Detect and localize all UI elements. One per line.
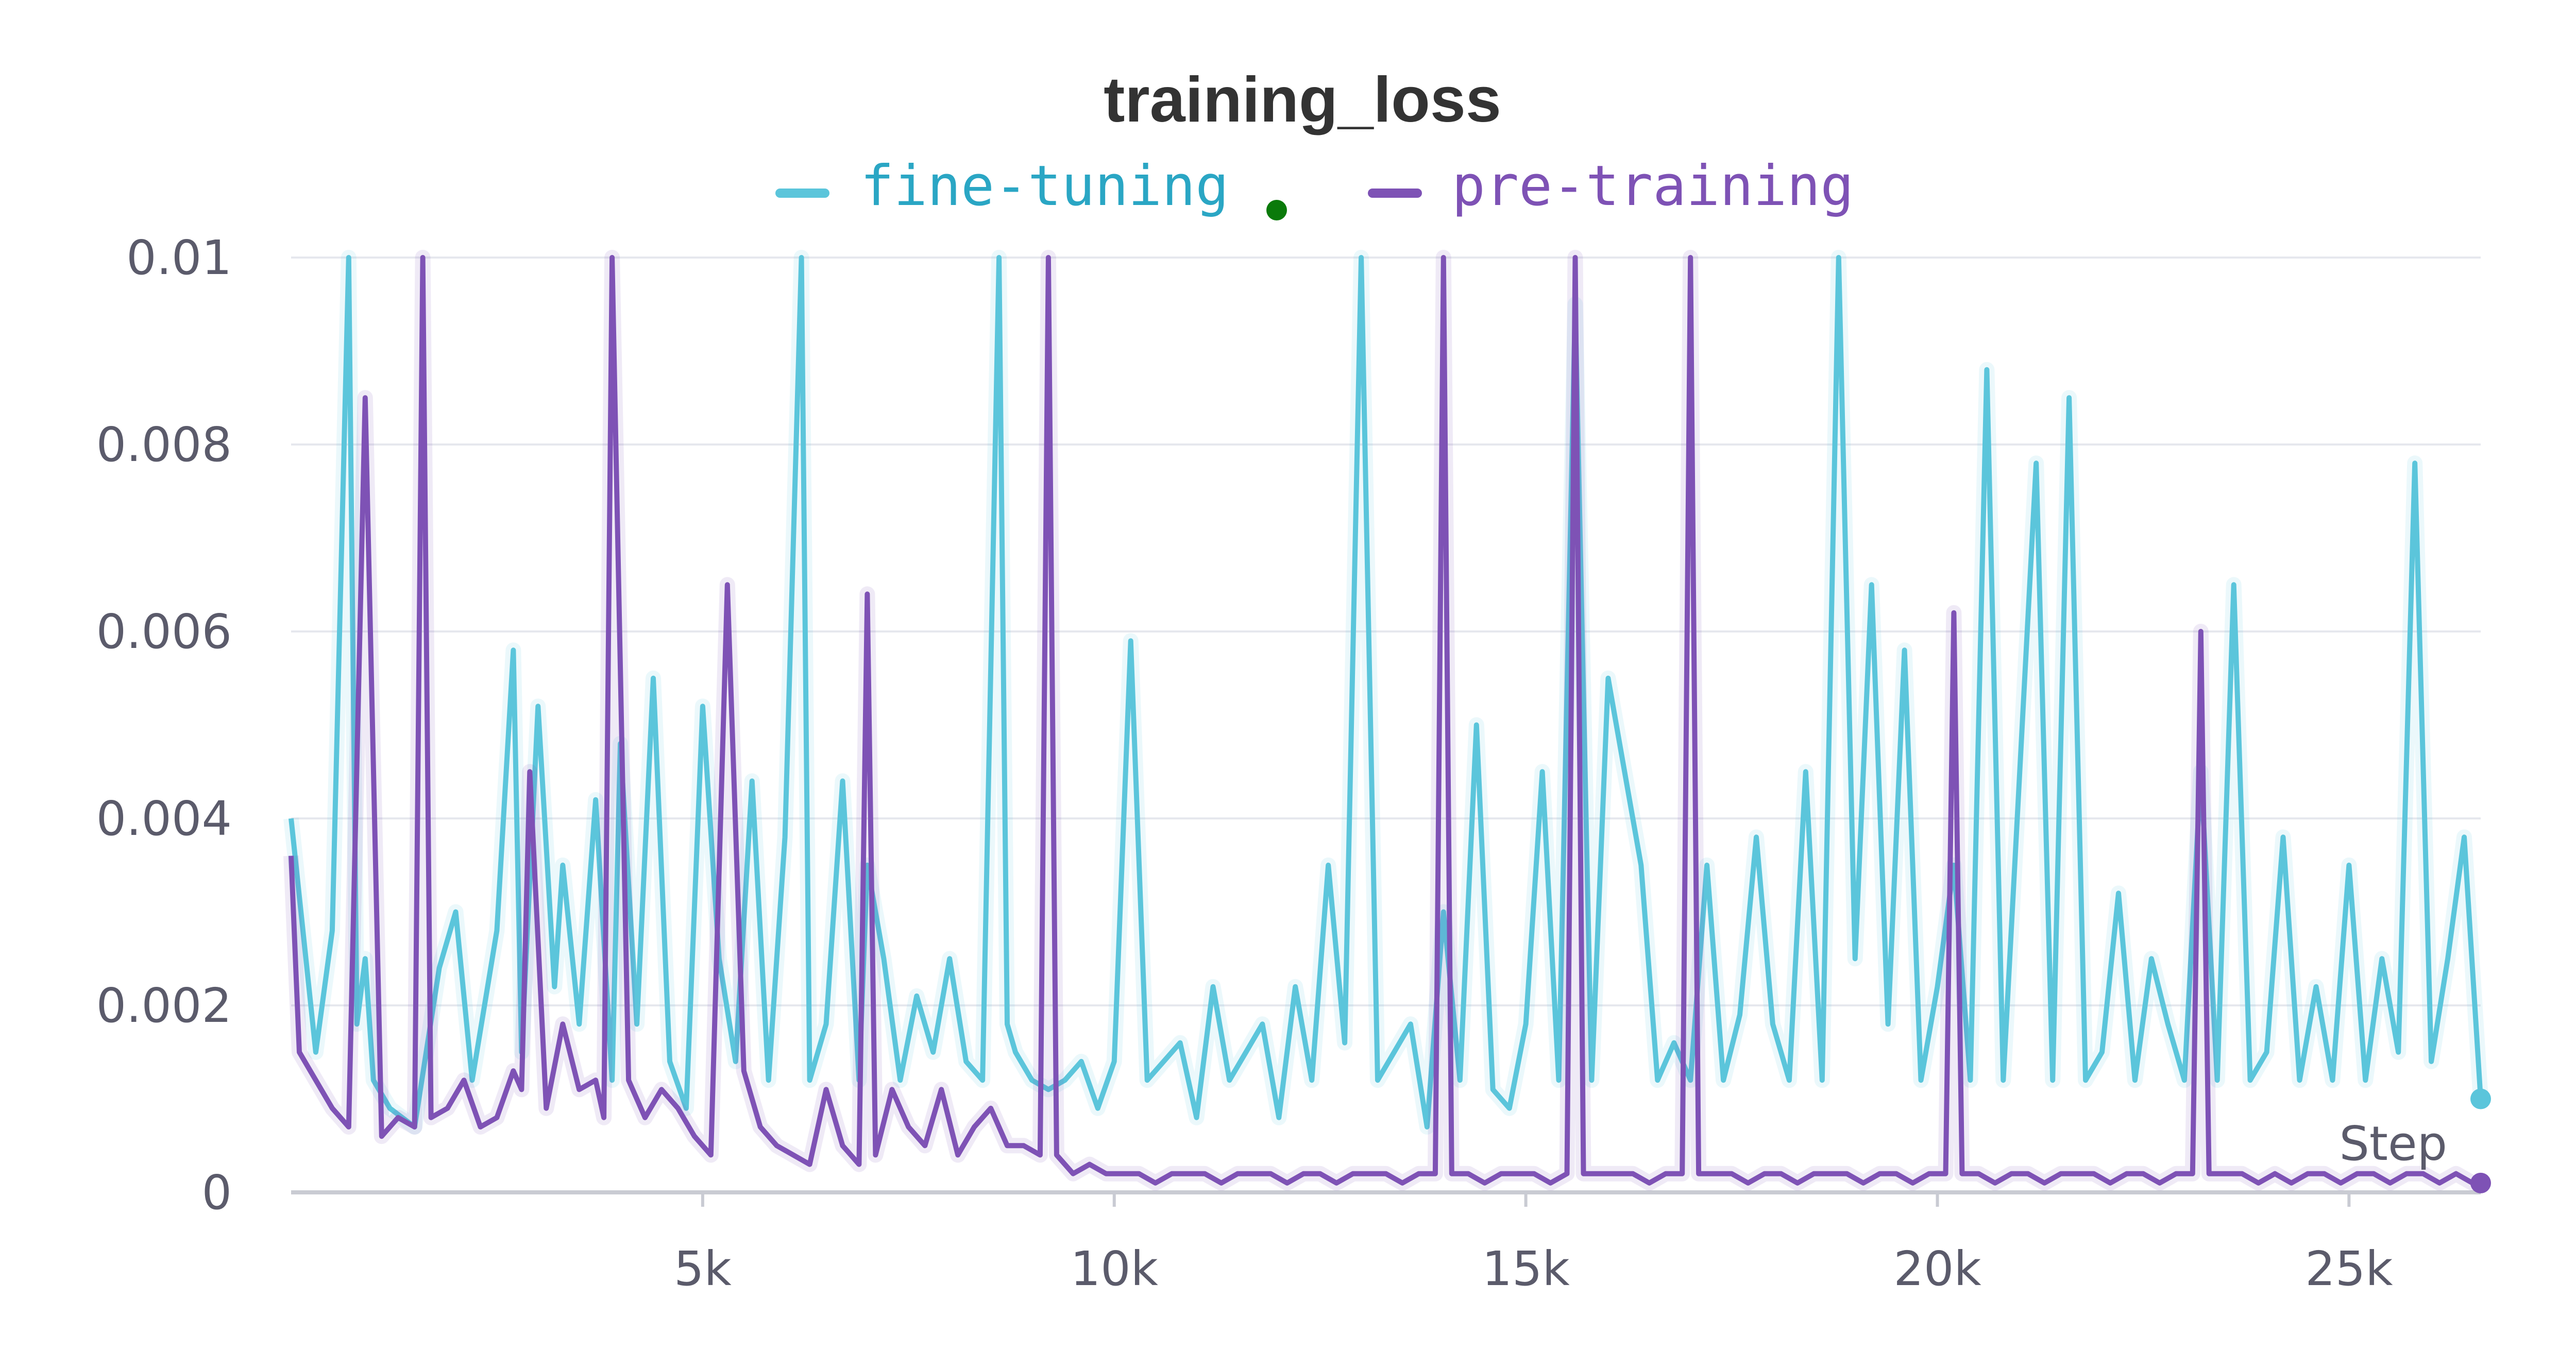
x-axis-label: Step [2340,1116,2447,1171]
legend-swatch-fine-tuning [775,189,829,198]
x-tick-label: 10k [1071,1241,1159,1296]
series-line-pre-training[interactable] [289,255,2481,1186]
series-end-point-fine-tuning[interactable] [2470,1088,2491,1109]
y-tick-label: 0.008 [96,417,232,472]
x-tick-label: 5k [674,1241,732,1296]
y-tick-label: 0.004 [96,791,232,846]
y-tick-label: 0.002 [96,978,232,1033]
series-end-point-pre-training[interactable] [2470,1172,2491,1193]
grid [291,256,2481,1194]
legend-swatch-pre-training [1368,189,1422,198]
y-axis: 0 0.002 0.004 0.006 0.008 0.01 [96,230,232,1220]
x-tick-label: 25k [2305,1241,2393,1296]
legend-label-fine-tuning[interactable]: fine-tuning [860,154,1229,218]
legend-label-pre-training[interactable]: pre-training [1452,154,1854,218]
chart-title: training_loss [1104,64,1501,135]
y-tick-label: 0.01 [126,230,232,285]
legend: fine-tuning pre-training [775,154,1854,220]
y-tick-label: 0 [201,1165,232,1220]
legend-status-dot [1266,200,1287,220]
x-axis: 5k 10k 15k 20k 25k [674,1192,2393,1296]
series-line-fine-tuning[interactable] [289,255,2483,1130]
y-tick-label: 0.006 [96,604,232,659]
x-tick-label: 20k [1893,1241,1981,1296]
x-tick-label: 15k [1482,1241,1570,1296]
plot-area[interactable] [283,250,2491,1193]
